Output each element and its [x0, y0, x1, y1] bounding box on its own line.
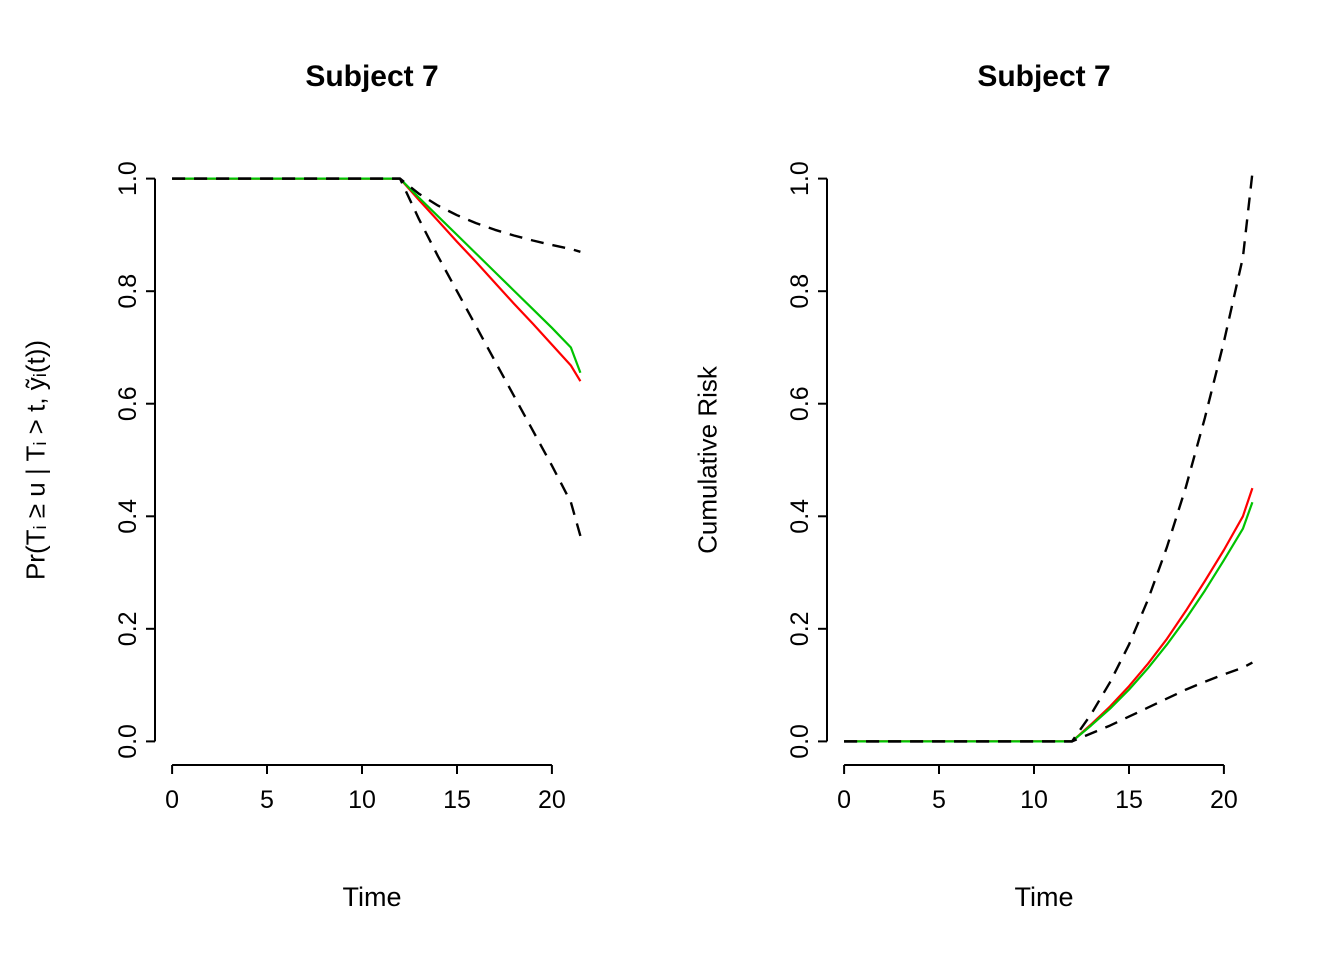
x-axis-label: Time — [342, 882, 402, 912]
x-axis-label: Time — [1014, 882, 1074, 912]
y-tick-label: 0.4 — [786, 499, 814, 534]
y-tick-label: 0.8 — [786, 274, 814, 309]
x-tick-label: 15 — [443, 786, 471, 814]
survival-estimate-green — [172, 177, 582, 374]
panel-title: Subject 7 — [977, 60, 1111, 93]
risk-estimate-red — [844, 487, 1254, 743]
y-tick-label: 0.8 — [114, 274, 142, 309]
y-tick-label: 0.0 — [786, 724, 814, 759]
y-tick-label: 0.4 — [114, 499, 142, 534]
x-tick-label: 20 — [538, 786, 566, 814]
ci-lower-dashed — [172, 177, 582, 537]
x-tick-label: 5 — [932, 786, 946, 814]
ci-lower-dashed — [844, 661, 1253, 743]
ci-upper-dashed — [844, 172, 1254, 743]
y-tick-label: 0.2 — [114, 611, 142, 646]
cumulative-risk-plot: 0 5 10 15 20 0.0 0.2 0.4 0.6 0.8 1.0 — [786, 161, 1254, 814]
x-tick-label: 10 — [348, 786, 376, 814]
x-tick-label: 10 — [1020, 786, 1048, 814]
y-tick-label: 0.2 — [786, 611, 814, 646]
survival-estimate-red — [172, 177, 582, 382]
y-tick-label: 1.0 — [786, 161, 814, 196]
y-tick-label: 0.6 — [114, 386, 142, 421]
y-tick-label: 0.6 — [786, 386, 814, 421]
risk-estimate-green — [844, 501, 1254, 743]
x-tick-label: 15 — [1115, 786, 1143, 814]
panel-cumulative-risk: Subject 7 Cumulative Risk 0 5 10 15 20 0.0 0.2… — [672, 0, 1344, 960]
x-tick-label: 5 — [260, 786, 274, 814]
x-tick-label: 20 — [1210, 786, 1238, 814]
x-tick-label: 0 — [165, 786, 179, 814]
panel-title: Subject 7 — [305, 60, 439, 93]
ci-upper-dashed — [172, 177, 581, 253]
survival-probability-plot: 0 5 10 15 20 0.0 0.2 0.4 0.6 0.8 1.0 — [114, 161, 582, 814]
x-tick-label: 0 — [837, 786, 851, 814]
y-tick-label: 0.0 — [114, 724, 142, 759]
y-tick-label: 1.0 — [114, 161, 142, 196]
